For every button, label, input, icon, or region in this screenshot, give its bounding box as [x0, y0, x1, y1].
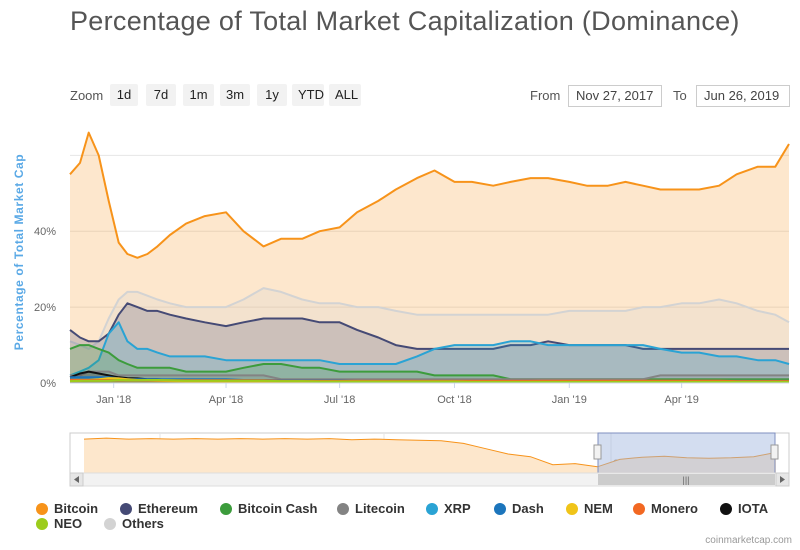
legend-label: Dash: [512, 501, 544, 516]
xrp-series-area: [70, 322, 789, 383]
zoom-7d-button[interactable]: 7d: [146, 84, 176, 106]
legend-label: Bitcoin Cash: [238, 501, 318, 516]
bitcoin-cash-series-area: [70, 345, 789, 383]
bitcoin-cash-series-line[interactable]: [69, 344, 789, 381]
x-tick-label: Oct '18: [437, 394, 472, 406]
litecoin-series-line[interactable]: [70, 370, 789, 381]
y-tick-label: 0%: [40, 378, 56, 390]
legend-label: Litecoin: [355, 501, 405, 516]
legend-label: Ethereum: [138, 501, 198, 516]
zoom-1y-button[interactable]: 1y: [257, 84, 287, 106]
legend-dot-icon: [120, 503, 132, 515]
zoom-ytd-button[interactable]: YTD: [292, 84, 324, 106]
legend-dot-icon: [720, 503, 732, 515]
scrollbar-grip-icon: |||: [682, 475, 689, 485]
legend-label: NEO: [54, 516, 83, 531]
y-axis-label: Percentage of Total Market Cap: [12, 154, 26, 351]
xrp-series-line[interactable]: [69, 321, 790, 377]
x-tick-label: Jan '19: [552, 394, 587, 406]
scrollbar-thumb[interactable]: [598, 474, 775, 485]
legend-label: Others: [122, 516, 164, 531]
zoom-1m-button[interactable]: 1m: [183, 84, 214, 106]
neo-series-line[interactable]: [69, 379, 789, 383]
iota-series-area: [70, 371, 789, 383]
legend-label: XRP: [444, 501, 471, 516]
legend-label: Bitcoin: [54, 501, 99, 516]
zoom-3m-button[interactable]: 3m: [220, 84, 250, 106]
navigator-selection[interactable]: [597, 432, 776, 474]
chart-title: Percentage of Total Market Capitalizatio…: [70, 6, 740, 36]
navigator-right-handle[interactable]: [770, 444, 779, 460]
to-label: To: [673, 88, 687, 103]
series-areas: [69, 131, 790, 384]
ethereum-series-area: [70, 303, 789, 383]
legend-label: Monero: [651, 501, 698, 516]
zoom-1d-button[interactable]: 1d: [110, 84, 138, 106]
legend-dot-icon: [426, 503, 438, 515]
x-tick-label: Jan '18: [96, 394, 131, 406]
y-tick-label: 40%: [34, 226, 56, 238]
others-series-line[interactable]: [69, 287, 790, 350]
from-date-input[interactable]: Nov 27, 2017: [568, 85, 662, 107]
scroll-right-arrow-icon: [780, 476, 785, 483]
navigator[interactable]: 201420162018 |||: [69, 432, 790, 487]
legend-dot-icon: [337, 503, 349, 515]
bitcoin-series-line[interactable]: [69, 131, 790, 259]
legend-dot-icon: [633, 503, 645, 515]
x-tick-label: Jul '18: [324, 394, 355, 406]
legend-label: IOTA: [738, 501, 769, 516]
navigator-bitcoin-area: [84, 438, 776, 473]
navigator-bitcoin-line: [83, 437, 777, 468]
x-tick-label: Apr '18: [209, 394, 244, 406]
to-date-input[interactable]: Jun 26, 2019: [696, 85, 790, 107]
scroll-left-arrow-icon: [74, 476, 79, 483]
chart-area: 0% 20% 40% Jan '18 Apr '18 Jul '18 Oct '18 Jan …: [12, 131, 790, 487]
navigator-left-handle[interactable]: [593, 444, 602, 460]
y-tick-label: 20%: [34, 302, 56, 314]
from-label: From: [530, 88, 561, 103]
x-tick-label: Apr '19: [664, 394, 699, 406]
axis-ticks: 0% 20% 40% Jan '18 Apr '18 Jul '18 Oct '18 Jan …: [34, 226, 789, 406]
credit-text: coinmarketcap.com: [705, 535, 792, 546]
legend-dot-icon: [36, 518, 48, 530]
legend-dot-icon: [566, 503, 578, 515]
legend-dot-icon: [36, 503, 48, 515]
legend-dot-icon: [220, 503, 232, 515]
legend-dot-icon: [494, 503, 506, 515]
zoom-label: Zoom: [70, 88, 104, 103]
legend-label: NEM: [584, 501, 613, 516]
zoom-all-button[interactable]: ALL: [329, 84, 361, 106]
legend-dot-icon: [104, 518, 116, 530]
